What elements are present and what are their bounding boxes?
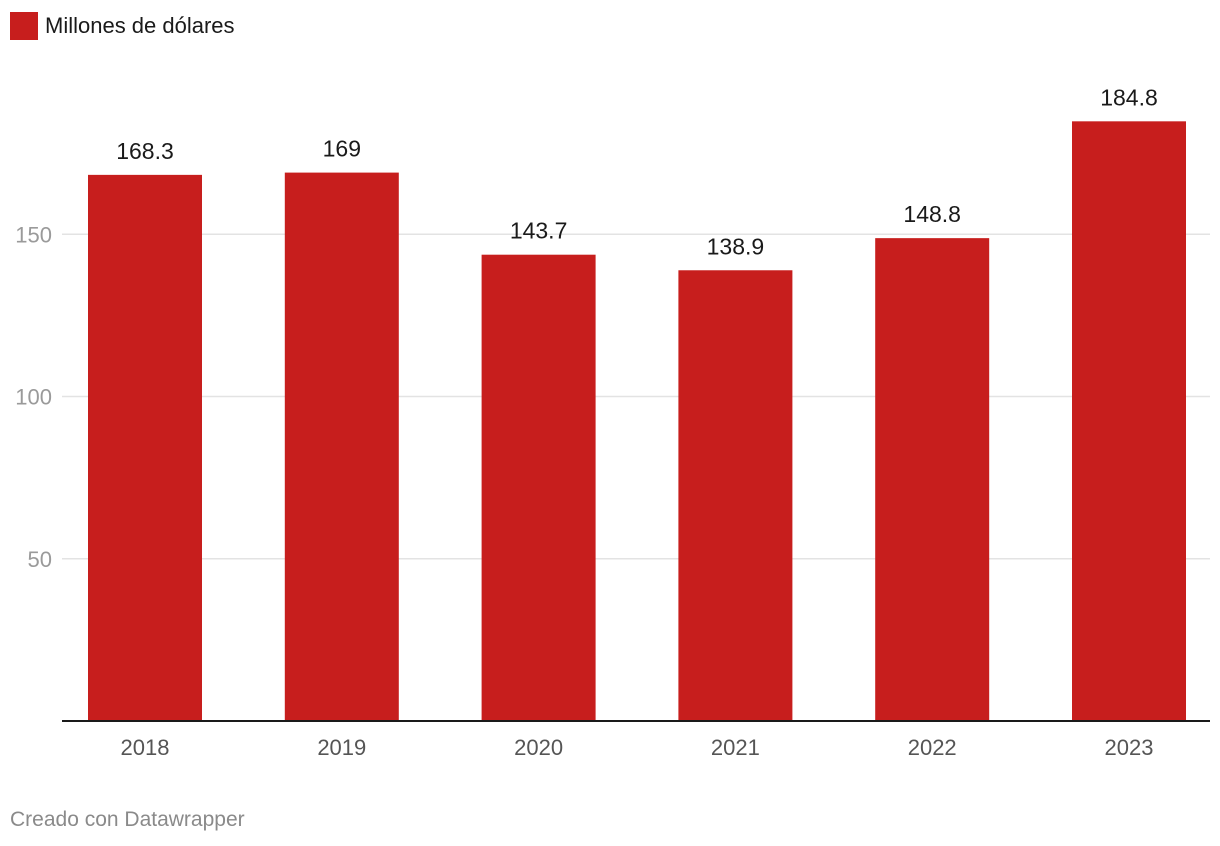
bar [88,174,202,721]
y-axis-ticks: 50 100 150 [15,222,52,572]
bar [284,172,399,722]
gridlines [62,233,1210,560]
y-tick-label: 100 [15,385,52,410]
bar-value-label: 138.9 [707,233,765,259]
legend-swatch [10,12,38,40]
legend: Millones de dólares [10,12,235,40]
y-tick-label: 50 [28,547,52,572]
footer-credit: Creado con Datawrapper [10,808,245,831]
x-tick-label: 2018 [121,735,170,760]
bar-value-label: 143.7 [510,218,568,244]
bar-value-label: 168.3 [116,138,174,164]
bar [1072,121,1186,722]
bar [481,254,596,722]
data-labels: 168.3 169 143.7 138.9 148.8 184.8 [116,84,1158,259]
bar [678,270,793,721]
x-tick-label: 2022 [908,735,957,760]
x-tick-label: 2019 [317,735,366,760]
bar [875,238,990,722]
bar-value-label: 148.8 [903,201,961,227]
bar-value-label: 169 [323,136,361,162]
legend-label: Millones de dólares [45,13,235,38]
x-axis-ticks: 2018 2019 2020 2021 2022 2023 [121,735,1154,760]
x-tick-label: 2023 [1105,735,1154,760]
bars [88,121,1186,722]
y-tick-label: 150 [15,222,52,247]
bar-value-label: 184.8 [1100,84,1158,110]
x-tick-label: 2020 [514,735,563,760]
x-tick-label: 2021 [711,735,760,760]
